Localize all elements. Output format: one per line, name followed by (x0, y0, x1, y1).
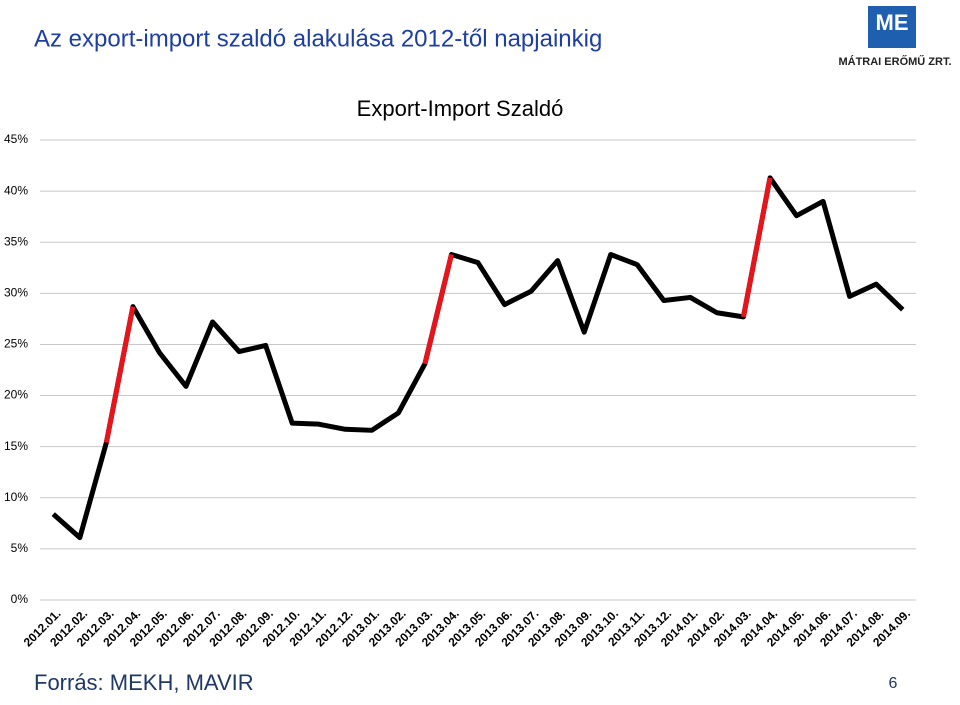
highlight-segment (103, 306, 136, 444)
logo-mark: ME (876, 10, 909, 35)
y-tick-label: 30% (4, 286, 28, 300)
source: Forrás: MEKH, MAVIR (34, 670, 254, 695)
logo-text: MÁTRAI ERŐMŰ ZRT. (838, 55, 951, 68)
logo-box (868, 6, 916, 48)
y-tick-label: 15% (4, 439, 28, 453)
slide-title: Az export-import szaldó alakulása 2012-t… (34, 25, 602, 52)
y-tick-label: 35% (4, 234, 28, 248)
data-line (51, 175, 905, 541)
highlight-segment (740, 177, 773, 318)
y-tick-label: 45% (4, 132, 28, 146)
chart-title: Export-Import Szaldó (357, 96, 564, 121)
y-tick-label: 5% (11, 541, 29, 555)
logo: ME MÁTRAI ERŐMŰ ZRT. (838, 6, 952, 68)
y-tick-label: 0% (11, 592, 29, 606)
page-number: 6 (889, 675, 898, 692)
y-tick-label: 25% (4, 337, 28, 351)
y-tick-label: 10% (4, 490, 28, 504)
y-tick-label: 20% (4, 388, 28, 402)
y-tick-label: 40% (4, 183, 28, 197)
highlight-segment (422, 253, 454, 365)
